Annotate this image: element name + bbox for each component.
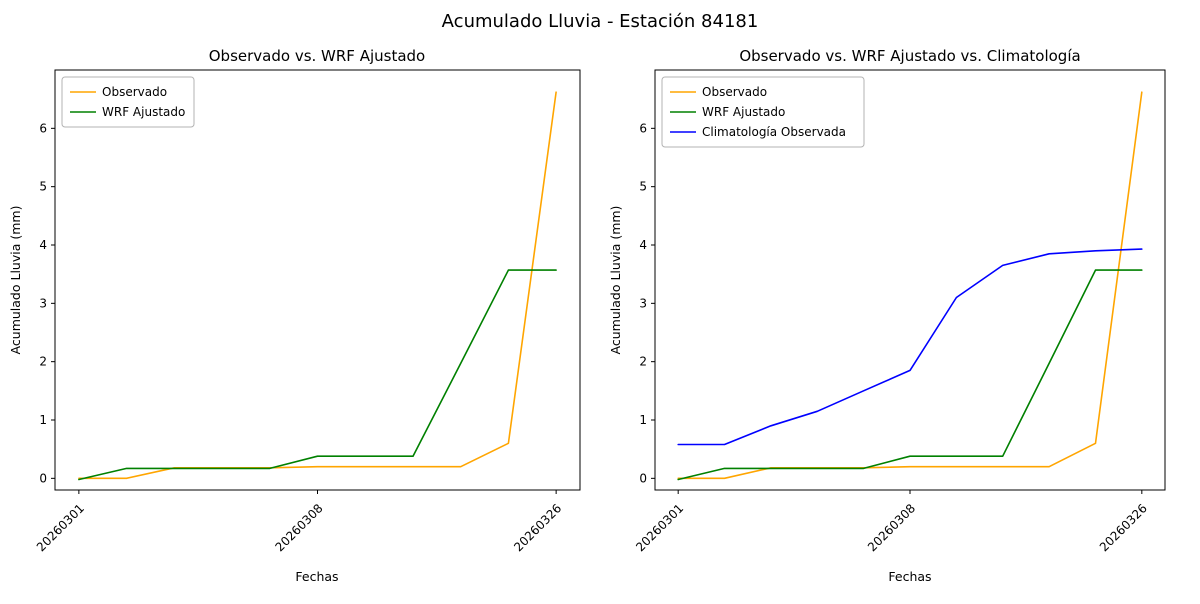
legend-label: WRF Ajustado: [102, 105, 185, 119]
y-axis-tick-label: 4: [639, 238, 647, 252]
x-axis-tick-label: 20260308: [273, 501, 326, 554]
axes-frame: [54, 69, 581, 491]
left-chart-y-axis-label: Acumulado Lluvia (mm): [8, 206, 23, 355]
y-axis-tick-label: 3: [639, 296, 647, 310]
right-chart-y-axis-label: Acumulado Lluvia (mm): [608, 206, 623, 355]
legend-box: [61, 76, 195, 128]
left-chart: Observado vs. WRF Ajustado Acumulado Llu…: [8, 47, 581, 584]
x-axis-tick-label: 20260326: [511, 501, 564, 554]
y-axis-tick-label: 1: [639, 413, 647, 427]
right-chart-plot-area: 0 1 2 3 4 5 6 20260301 20260308 20260326 Observado…: [633, 69, 1166, 554]
legend-label: Observado: [702, 85, 767, 99]
y-axis-tick-label: 1: [39, 413, 47, 427]
figure-title: Acumulado Lluvia - Estación 84181: [442, 11, 759, 32]
x-axis-tick-label: 20260301: [34, 501, 87, 554]
series-line-wrf-ajustado: [78, 269, 557, 481]
series-line-observado: [78, 91, 557, 480]
y-axis-tick-label: 3: [39, 296, 47, 310]
series-line-wrf-ajustado: [677, 269, 1143, 481]
legend: Observado WRF Ajustado Climatología Observ…: [661, 76, 865, 148]
legend-label: Climatología Observada: [702, 125, 846, 139]
y-axis-tick-label: 4: [39, 238, 47, 252]
series-line-climatolog-a-observada: [677, 248, 1143, 446]
legend: Observado WRF Ajustado: [61, 76, 195, 128]
legend-label: WRF Ajustado: [702, 105, 785, 119]
y-axis-tick-label: 5: [639, 180, 647, 194]
series-line-observado: [677, 91, 1143, 480]
y-axis-tick-label: 6: [39, 121, 47, 135]
left-chart-title: Observado vs. WRF Ajustado: [209, 47, 425, 65]
legend-box: [661, 76, 865, 148]
y-axis-tick-label: 0: [639, 471, 647, 485]
y-axis-tick-label: 5: [39, 180, 47, 194]
left-chart-plot-area: 0 1 2 3 4 5 6 20260301 20260308 20260326 Observado…: [34, 69, 581, 554]
right-chart: Observado vs. WRF Ajustado vs. Climatolo…: [608, 47, 1166, 584]
y-axis-tick-label: 2: [39, 355, 47, 369]
x-axis-tick-label: 20260301: [633, 501, 686, 554]
y-axis-tick-label: 2: [639, 355, 647, 369]
x-axis-tick-label: 20260326: [1097, 501, 1150, 554]
left-chart-x-axis-label: Fechas: [295, 569, 338, 584]
x-axis-tick-label: 20260308: [865, 501, 918, 554]
y-axis-tick-label: 6: [639, 121, 647, 135]
right-chart-x-axis-label: Fechas: [888, 569, 931, 584]
right-chart-title: Observado vs. WRF Ajustado vs. Climatolo…: [739, 47, 1080, 65]
y-axis-tick-label: 0: [39, 471, 47, 485]
legend-label: Observado: [102, 85, 167, 99]
